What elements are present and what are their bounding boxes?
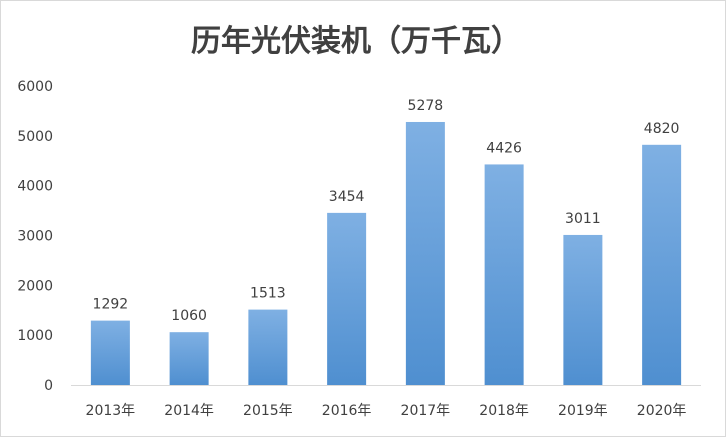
y-tick-label: 2000 (17, 278, 53, 294)
data-label: 4820 (644, 121, 680, 137)
y-tick-label: 6000 (17, 79, 53, 95)
x-tick-label: 2019年 (558, 403, 608, 419)
bar (90, 320, 130, 385)
y-tick-label: 5000 (17, 129, 53, 145)
data-label: 4426 (486, 140, 522, 156)
x-tick-label: 2017年 (401, 403, 451, 419)
y-tick-label: 0 (44, 378, 53, 394)
bars-group (90, 121, 682, 385)
bar (484, 164, 524, 385)
x-tick-label: 2016年 (322, 403, 372, 419)
y-tick-label: 1000 (17, 328, 53, 344)
x-axis: 2013年 2014年 2015年 2016年 2017年 2018年 2019年 2020年 (86, 403, 687, 419)
data-labels-group: 1292 1060 1513 3454 5278 4426 3011 4820 (93, 98, 680, 324)
bar (642, 144, 682, 385)
data-label: 5278 (408, 98, 444, 114)
data-label: 1513 (250, 286, 286, 302)
bar (405, 121, 445, 385)
x-tick-label: 2014年 (164, 403, 214, 419)
data-label: 3011 (565, 211, 601, 227)
data-label: 1292 (93, 297, 129, 313)
x-tick-label: 2013年 (86, 403, 136, 419)
bar (248, 309, 288, 385)
x-tick-label: 2020年 (637, 403, 687, 419)
x-tick-label: 2015年 (243, 403, 293, 419)
bar (327, 212, 367, 385)
y-axis: 0 1000 2000 3000 4000 5000 6000 (17, 79, 53, 394)
chart-title: 历年光伏装机（万千瓦） (191, 24, 521, 59)
bar (563, 234, 603, 385)
y-tick-label: 3000 (17, 229, 53, 245)
bar (169, 332, 209, 385)
x-tick-label: 2018年 (479, 403, 529, 419)
data-label: 3454 (329, 189, 365, 205)
data-label: 1060 (171, 308, 207, 324)
y-tick-label: 4000 (17, 179, 53, 195)
